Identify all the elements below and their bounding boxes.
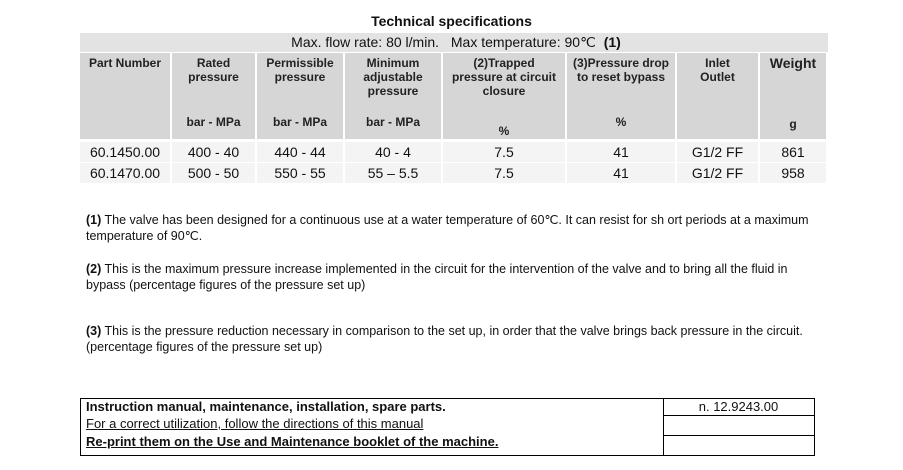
title: Technical specifications <box>371 13 532 29</box>
table-cell: 440 - 44 <box>257 142 343 162</box>
note: (3) This is the pressure reduction neces… <box>86 323 826 355</box>
header-line: to reset bypass <box>576 70 666 84</box>
header-cell: Permissible pressure bar - MPa <box>257 53 343 139</box>
note-marker: (2) <box>86 262 102 276</box>
note-marker: (1) <box>86 213 102 227</box>
header-line: closure <box>482 84 526 98</box>
header-label: Weight <box>760 56 826 70</box>
header-line: Part Number <box>88 56 162 70</box>
header-cell: (3)Pressure drop to reset bypass% <box>567 53 675 139</box>
header-line: Outlet <box>700 70 735 84</box>
header-line: pressure at circuit <box>451 70 557 84</box>
header-label: (2)Trapped pressure at circuit closure <box>443 56 565 98</box>
divider <box>663 415 814 416</box>
table-cell: 55 – 5.5 <box>345 163 441 183</box>
table-cell: 861 <box>760 142 826 162</box>
header-line: (2)Trapped <box>473 56 535 70</box>
note-text: This is the maximum pressure increase im… <box>86 262 788 292</box>
header-unit: % <box>498 124 510 138</box>
table-cell: 7.5 <box>443 142 565 162</box>
note-text: This is the pressure reduction necessary… <box>86 324 803 354</box>
table-cell: 7.5 <box>443 163 565 183</box>
header-unit: % <box>615 115 627 129</box>
subtitle: Max. flow rate: 80 l/min. Max temperatur… <box>80 33 828 52</box>
table-cell: 40 - 4 <box>345 142 441 162</box>
table-cell: G1/2 FF <box>677 142 758 162</box>
header-cell: Inlet Outlet <box>677 53 758 139</box>
note-marker: (3) <box>86 324 102 338</box>
table-cell: 958 <box>760 163 826 183</box>
header-line: pressure <box>188 70 239 84</box>
header-line: pressure <box>274 70 326 84</box>
note: (1) The valve has been designed for a co… <box>86 212 826 244</box>
header-label: (3)Pressure drop to reset bypass <box>567 56 675 84</box>
table-cell: 400 - 40 <box>172 142 255 162</box>
note-text: The valve has been designed for a contin… <box>86 213 809 243</box>
header-label: Minimum adjustable pressure <box>345 56 441 98</box>
table-cell: 500 - 50 <box>172 163 255 183</box>
footer-line: For a correct utilization, follow the di… <box>86 416 424 431</box>
header-unit: bar - MPa <box>365 115 420 129</box>
header-label: Rated pressure <box>172 56 255 84</box>
header-cell: (2)Trapped pressure at circuit closure% <box>443 53 565 139</box>
header-line: Weight <box>769 55 817 71</box>
max-temperature: Max temperature: 90℃ <box>450 34 596 50</box>
header-line: (3)Pressure drop <box>572 56 670 70</box>
table-cell: 41 <box>567 142 675 162</box>
header-label: Part Number <box>80 56 170 70</box>
header-line: Permissible <box>266 56 334 70</box>
divider <box>663 435 814 436</box>
table-cell: 60.1470.00 <box>80 163 170 183</box>
table-cell: 41 <box>567 163 675 183</box>
header-line: pressure <box>367 84 419 98</box>
header-cell: Part Number <box>80 53 170 139</box>
table-cell: 550 - 55 <box>257 163 343 183</box>
flow-rate: Max. flow rate: 80 l/min. <box>291 34 439 50</box>
footer-heading: Instruction manual, maintenance, install… <box>86 399 446 414</box>
footer-box: n. 12.9243.00 <box>80 398 815 456</box>
header-cell: Rated pressure bar - MPa <box>172 53 255 139</box>
header-cell: Minimum adjustable pressure bar - MPa <box>345 53 441 139</box>
header-unit: bar - MPa <box>272 115 327 129</box>
table-cell: G1/2 FF <box>677 163 758 183</box>
table-cell: 60.1450.00 <box>80 142 170 162</box>
header-unit: g <box>789 117 797 131</box>
header-line: adjustable <box>363 70 423 84</box>
footer-reprint: Re-print them on the Use and Maintenance… <box>86 434 499 449</box>
header-cell: Weight g <box>760 53 826 139</box>
note-ref: (1) <box>603 34 621 50</box>
header-label: Permissible pressure <box>257 56 343 84</box>
header-line: Minimum <box>366 56 420 70</box>
note: (2) This is the maximum pressure increas… <box>86 261 826 293</box>
manual-code: n. 12.9243.00 <box>698 399 779 414</box>
header-line: Inlet <box>705 56 730 70</box>
divider <box>663 399 664 455</box>
header-line: Rated <box>196 56 231 70</box>
header-unit: bar - MPa <box>186 115 241 129</box>
header-label: Inlet Outlet <box>677 56 758 84</box>
